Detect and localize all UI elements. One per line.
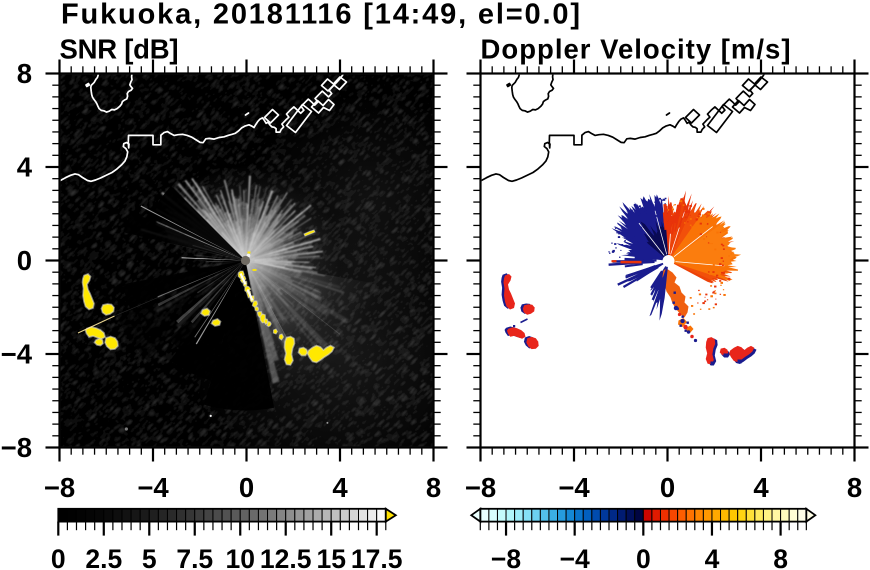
svg-text:0: 0 [636, 544, 651, 570]
svg-text:15: 15 [316, 544, 345, 570]
svg-text:−4: −4 [558, 472, 590, 503]
svg-text:2.5: 2.5 [85, 544, 122, 570]
svg-text:4: 4 [705, 544, 720, 570]
svg-text:4: 4 [17, 152, 33, 183]
svg-text:0: 0 [17, 245, 32, 276]
svg-text:−8: −8 [465, 472, 496, 503]
svg-text:5: 5 [142, 544, 157, 570]
svg-text:−4: −4 [560, 544, 590, 570]
svg-text:4: 4 [753, 472, 769, 503]
svg-text:8: 8 [847, 472, 862, 503]
svg-text:−4: −4 [1, 339, 33, 370]
svg-text:Fukuoka, 20181116 [14:49, el=0: Fukuoka, 20181116 [14:49, el=0.0] [61, 0, 580, 31]
svg-text:7.5: 7.5 [176, 544, 213, 570]
svg-text:SNR [dB]: SNR [dB] [60, 34, 179, 65]
svg-text:−8: −8 [44, 472, 75, 503]
svg-text:17.5: 17.5 [351, 544, 403, 570]
svg-text:8: 8 [773, 544, 788, 570]
svg-text:−8: −8 [491, 544, 521, 570]
svg-text:Doppler Velocity [m/s]: Doppler Velocity [m/s] [481, 34, 791, 65]
svg-text:12.5: 12.5 [260, 544, 312, 570]
svg-text:0: 0 [51, 544, 66, 570]
svg-text:4: 4 [332, 472, 348, 503]
svg-text:0: 0 [660, 472, 675, 503]
svg-text:−4: −4 [137, 472, 169, 503]
svg-text:8: 8 [17, 58, 32, 89]
svg-text:8: 8 [426, 472, 441, 503]
svg-text:0: 0 [239, 472, 254, 503]
svg-text:−8: −8 [1, 432, 32, 463]
svg-text:10: 10 [225, 544, 254, 570]
